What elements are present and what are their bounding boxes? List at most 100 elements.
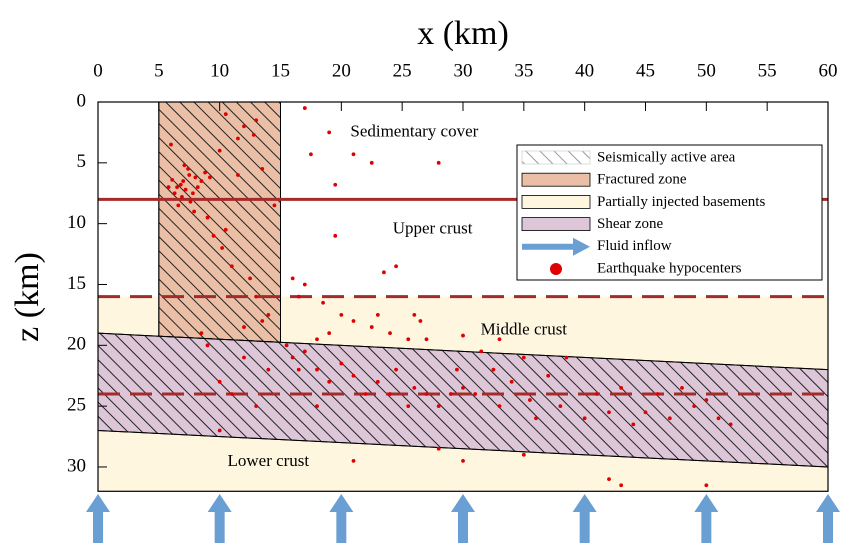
y-tick-label: 25: [67, 395, 86, 416]
hypocenter: [455, 368, 459, 372]
inflow-arrow: [573, 494, 597, 543]
hypocenter: [339, 313, 343, 317]
hypocenter: [236, 137, 240, 141]
hypocenter: [291, 277, 295, 281]
y-tick-label: 20: [67, 334, 86, 355]
hypocenter: [370, 161, 374, 165]
hypocenter: [206, 343, 210, 347]
hypocenter: [260, 319, 264, 323]
hypocenter: [406, 337, 410, 341]
y-tick-label: 5: [77, 151, 87, 172]
hypocenter: [242, 356, 246, 360]
y-tick-label: 15: [67, 273, 86, 294]
x-axis-label: x (km): [417, 15, 509, 52]
hypocenter: [224, 112, 228, 116]
hypocenter: [303, 349, 307, 353]
hypocenter: [230, 264, 234, 268]
hypocenter: [273, 204, 277, 208]
inflow-arrow: [694, 494, 718, 543]
hypocenter: [315, 368, 319, 372]
hypocenter: [266, 368, 270, 372]
chart: Sedimentary coverUpper crustMiddle crust…: [0, 0, 843, 543]
x-tick-label: 15: [271, 60, 290, 81]
hypocenter: [170, 178, 174, 182]
inflow-arrow: [329, 494, 353, 543]
hypocenter: [692, 404, 696, 408]
hypocenter: [668, 416, 672, 420]
hypocenter: [180, 195, 184, 199]
region-hatch: [159, 102, 281, 342]
legend-marker: [550, 263, 562, 275]
hypocenter: [546, 374, 550, 378]
hypocenter: [607, 477, 611, 481]
hypocenter: [212, 234, 216, 238]
legend-label: Fluid inflow: [597, 238, 672, 254]
hypocenter: [437, 447, 441, 451]
legend-swatch: [522, 173, 590, 186]
x-tick-label: 5: [154, 60, 164, 81]
inflow-arrow: [86, 494, 110, 543]
hypocenter: [333, 234, 337, 238]
x-tick-label: 10: [210, 60, 229, 81]
hypocenter: [303, 283, 307, 287]
hypocenter: [412, 386, 416, 390]
hypocenter: [449, 392, 453, 396]
hypocenter: [583, 416, 587, 420]
hypocenter: [498, 404, 502, 408]
hypocenter: [412, 313, 416, 317]
hypocenter: [364, 392, 368, 396]
hypocenter: [406, 404, 410, 408]
hypocenter: [181, 179, 185, 183]
hypocenter: [558, 404, 562, 408]
hypocenter: [260, 167, 264, 171]
hypocenter: [419, 319, 423, 323]
hypocenter: [631, 422, 635, 426]
hypocenter: [187, 173, 191, 177]
hypocenter: [224, 228, 228, 232]
y-axis-label: z (km): [9, 252, 46, 342]
hypocenter: [203, 171, 207, 175]
legend-label: Earthquake hypocenters: [597, 260, 742, 276]
hypocenter: [352, 374, 356, 378]
x-tick-label: 25: [393, 60, 412, 81]
hypocenter: [522, 453, 526, 457]
hypocenter: [327, 380, 331, 384]
legend-label: Partially injected basements: [597, 194, 765, 210]
hypocenter: [704, 398, 708, 402]
hypocenter: [196, 185, 200, 189]
hypocenter: [327, 331, 331, 335]
hypocenter: [321, 301, 325, 305]
y-tick-label: 30: [67, 455, 86, 476]
hypocenter: [179, 183, 183, 187]
hypocenter: [425, 337, 429, 341]
hypocenter: [303, 106, 307, 110]
x-tick-label: 40: [575, 60, 594, 81]
legend-swatch: [522, 195, 590, 208]
hypocenter: [394, 368, 398, 372]
x-tick-label: 20: [332, 60, 351, 81]
legend-label: Shear zone: [597, 216, 664, 232]
hypocenter: [534, 416, 538, 420]
hypocenter: [266, 313, 270, 317]
hypocenter: [461, 386, 465, 390]
hypocenter: [473, 392, 477, 396]
hypocenter: [206, 216, 210, 220]
y-tick-label: 0: [77, 90, 87, 111]
hypocenter: [175, 185, 179, 189]
hypocenter: [182, 163, 186, 167]
hypocenter: [218, 380, 222, 384]
hypocenter: [656, 392, 660, 396]
hypocenter: [169, 143, 173, 147]
annotation: Upper crust: [393, 219, 473, 238]
hypocenter: [352, 152, 356, 156]
inflow-arrow: [451, 494, 475, 543]
hypocenter: [200, 179, 204, 183]
hypocenter: [297, 368, 301, 372]
x-tick-label: 60: [819, 60, 838, 81]
y-tick-label: 10: [67, 212, 86, 233]
hypocenter: [388, 392, 392, 396]
hypocenter: [352, 319, 356, 323]
hypocenter: [291, 356, 295, 360]
legend: Seismically active areaFractured zonePar…: [517, 145, 822, 280]
legend-swatch: [522, 151, 590, 164]
